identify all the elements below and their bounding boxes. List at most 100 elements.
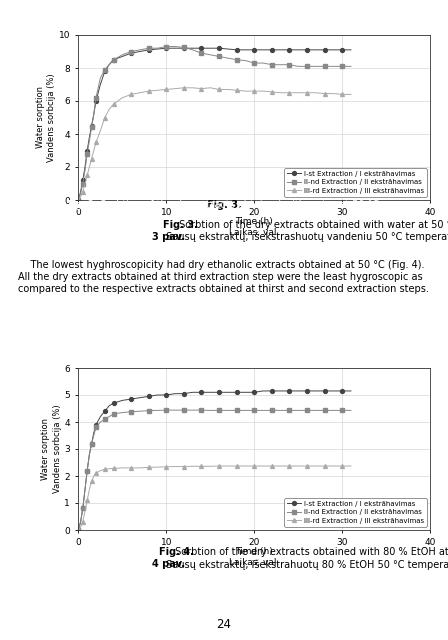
Text: Fig. 3.: Fig. 3. xyxy=(207,200,241,210)
I-st Extraction / I ekstrāhavimas xyxy=(89,122,94,129)
II-nd Extraction / II ekstrāhavimas xyxy=(155,44,160,52)
III-rd Extraction / III ekstrāhavimas xyxy=(137,89,142,97)
III-rd Extraction / III ekstrāhavimas xyxy=(243,462,248,470)
III-rd Extraction / III ekstrāhavimas xyxy=(304,89,310,97)
II-nd Extraction / II ekstrāhavimas xyxy=(120,51,125,59)
II-nd Extraction / II ekstrāhavimas xyxy=(107,61,112,68)
III-rd Extraction / III ekstrāhavimas xyxy=(252,462,257,470)
I-st Extraction / I ekstrāhavimas xyxy=(225,45,231,53)
III-rd Extraction / III ekstrāhavimas xyxy=(340,462,345,470)
III-rd Extraction / III ekstrāhavimas xyxy=(348,90,353,98)
II-nd Extraction / II ekstrāhavimas xyxy=(129,47,134,55)
II-nd Extraction / II ekstrāhavimas xyxy=(80,504,86,512)
I-st Extraction / I ekstrāhavimas xyxy=(199,388,204,396)
Text: All the dry extracts obtained at third extraction step were the least hygroscopi: All the dry extracts obtained at third e… xyxy=(18,272,422,282)
III-rd Extraction / III ekstrāhavimas xyxy=(93,138,99,146)
III-rd Extraction / III ekstrāhavimas xyxy=(85,172,90,179)
II-nd Extraction / II ekstrāhavimas xyxy=(85,467,90,474)
II-nd Extraction / II ekstrāhavimas xyxy=(331,406,336,414)
Y-axis label: Water sorption
Vandens sorbcija (%): Water sorption Vandens sorbcija (%) xyxy=(41,404,61,493)
I-st Extraction / I ekstrāhavimas xyxy=(340,387,345,395)
Legend: I-st Extraction / I ekstrāhavimas, II-nd Extraction / II ekstrāhavimas, III-rd E: I-st Extraction / I ekstrāhavimas, II-nd… xyxy=(284,168,426,196)
II-nd Extraction / II ekstrāhavimas xyxy=(313,406,319,414)
II-nd Extraction / II ekstrāhavimas xyxy=(348,406,353,414)
III-rd Extraction / III ekstrāhavimas xyxy=(313,462,319,470)
III-rd Extraction / III ekstrāhavimas xyxy=(296,462,301,470)
I-st Extraction / I ekstrāhavimas xyxy=(225,388,231,396)
III-rd Extraction / III ekstrāhavimas xyxy=(269,462,275,470)
Text: Sausų ekstraktų, išekstrahuotų 80 % EtOH 50 °C temperatūroje, sorbcija: Sausų ekstraktų, išekstrahuotų 80 % EtOH… xyxy=(163,559,448,570)
I-st Extraction / I ekstrāhavimas xyxy=(107,61,112,68)
X-axis label: Time (h)
Laikas, val.: Time (h) Laikas, val. xyxy=(229,218,280,237)
II-nd Extraction / II ekstrāhavimas xyxy=(287,61,292,68)
I-st Extraction / I ekstrāhavimas xyxy=(93,97,99,105)
I-st Extraction / I ekstrāhavimas xyxy=(269,387,275,395)
II-nd Extraction / II ekstrāhavimas xyxy=(181,44,187,51)
I-st Extraction / I ekstrāhavimas xyxy=(199,44,204,52)
III-rd Extraction / III ekstrāhavimas xyxy=(78,524,83,531)
I-st Extraction / I ekstrāhavimas xyxy=(91,110,96,118)
I-st Extraction / I ekstrāhavimas xyxy=(348,387,353,395)
III-rd Extraction / III ekstrāhavimas xyxy=(82,180,88,188)
II-nd Extraction / II ekstrāhavimas xyxy=(89,440,94,447)
III-rd Extraction / III ekstrāhavimas xyxy=(80,518,86,525)
II-nd Extraction / II ekstrāhavimas xyxy=(172,406,178,414)
III-rd Extraction / III ekstrāhavimas xyxy=(331,90,336,97)
I-st Extraction / I ekstrāhavimas xyxy=(78,518,83,525)
I-st Extraction / I ekstrāhavimas xyxy=(146,46,151,54)
I-st Extraction / I ekstrāhavimas xyxy=(78,188,83,196)
III-rd Extraction / III ekstrāhavimas xyxy=(207,84,213,92)
III-rd Extraction / III ekstrāhavimas xyxy=(155,463,160,471)
I-st Extraction / I ekstrāhavimas xyxy=(181,390,187,397)
II-nd Extraction / II ekstrāhavimas xyxy=(199,406,204,414)
I-st Extraction / I ekstrāhavimas xyxy=(76,196,81,204)
Text: compared to the respective extracts obtained at thirst and second extraction ste: compared to the respective extracts obta… xyxy=(18,284,429,294)
II-nd Extraction / II ekstrāhavimas xyxy=(93,94,99,102)
I-st Extraction / I ekstrāhavimas xyxy=(278,387,283,395)
III-rd Extraction / III ekstrāhavimas xyxy=(137,464,142,472)
I-st Extraction / I ekstrāhavimas xyxy=(331,387,336,395)
III-rd Extraction / III ekstrāhavimas xyxy=(98,467,103,474)
I-st Extraction / I ekstrāhavimas xyxy=(76,526,81,534)
Text: Fig. 3. Sorbtion of the dry extracts obtained with water at 50 °C: Fig. 3. Sorbtion of the dry extracts obt… xyxy=(69,200,379,210)
Line: I-st Extraction / I ekstrāhavimas: I-st Extraction / I ekstrāhavimas xyxy=(77,46,353,202)
I-st Extraction / I ekstrāhavimas xyxy=(155,391,160,399)
Text: Sorbtion of the dry extracts obtained with water at 50 °C: Sorbtion of the dry extracts obtained wi… xyxy=(176,220,448,230)
I-st Extraction / I ekstrāhavimas xyxy=(82,163,88,171)
I-st Extraction / I ekstrāhavimas xyxy=(155,45,160,53)
Text: 24: 24 xyxy=(216,618,232,630)
II-nd Extraction / II ekstrāhavimas xyxy=(243,406,248,414)
III-rd Extraction / III ekstrāhavimas xyxy=(216,462,222,470)
I-st Extraction / I ekstrāhavimas xyxy=(129,396,134,403)
I-st Extraction / I ekstrāhavimas xyxy=(269,46,275,54)
II-nd Extraction / II ekstrāhavimas xyxy=(85,150,90,157)
II-nd Extraction / II ekstrāhavimas xyxy=(107,413,112,420)
I-st Extraction / I ekstrāhavimas xyxy=(93,421,99,429)
II-nd Extraction / II ekstrāhavimas xyxy=(87,451,92,458)
III-rd Extraction / III ekstrāhavimas xyxy=(102,465,108,473)
I-st Extraction / I ekstrāhavimas xyxy=(102,67,108,75)
I-st Extraction / I ekstrāhavimas xyxy=(348,46,353,54)
III-rd Extraction / III ekstrāhavimas xyxy=(260,462,266,470)
II-nd Extraction / II ekstrāhavimas xyxy=(225,406,231,414)
III-rd Extraction / III ekstrāhavimas xyxy=(164,463,169,470)
III-rd Extraction / III ekstrāhavimas xyxy=(252,87,257,95)
III-rd Extraction / III ekstrāhavimas xyxy=(91,147,96,154)
I-st Extraction / I ekstrāhavimas xyxy=(287,387,292,395)
I-st Extraction / I ekstrāhavimas xyxy=(207,44,213,52)
II-nd Extraction / II ekstrāhavimas xyxy=(181,406,187,414)
I-st Extraction / I ekstrāhavimas xyxy=(87,134,92,141)
II-nd Extraction / II ekstrāhavimas xyxy=(252,406,257,414)
II-nd Extraction / II ekstrāhavimas xyxy=(199,49,204,57)
I-st Extraction / I ekstrāhavimas xyxy=(296,46,301,54)
III-rd Extraction / III ekstrāhavimas xyxy=(207,463,213,470)
II-nd Extraction / II ekstrāhavimas xyxy=(98,418,103,426)
I-st Extraction / I ekstrāhavimas xyxy=(252,388,257,396)
II-nd Extraction / II ekstrāhavimas xyxy=(243,57,248,65)
II-nd Extraction / II ekstrāhavimas xyxy=(278,406,283,414)
Line: III-rd Extraction / III ekstrāhavimas: III-rd Extraction / III ekstrāhavimas xyxy=(77,464,353,532)
III-rd Extraction / III ekstrāhavimas xyxy=(89,477,94,485)
II-nd Extraction / II ekstrāhavimas xyxy=(296,406,301,414)
III-rd Extraction / III ekstrāhavimas xyxy=(225,462,231,470)
II-nd Extraction / II ekstrāhavimas xyxy=(322,63,327,70)
